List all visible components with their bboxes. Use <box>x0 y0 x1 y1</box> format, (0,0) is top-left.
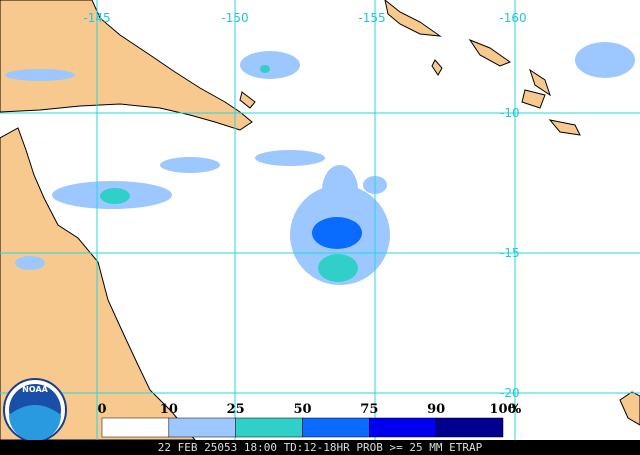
latitude-label: -15 <box>500 246 520 260</box>
footer-text: 22 FEB 25053 18:00 TD:12-18HR PROB >= 25… <box>158 441 483 454</box>
grid-labels: -145 -150 -155 -160 -10 -15 -20 <box>83 11 526 400</box>
legend-swatch <box>101 417 170 438</box>
legend-label: 75 <box>360 402 378 417</box>
footer-bar <box>0 440 640 455</box>
legend-unit: % <box>509 402 522 417</box>
longitude-label: -145 <box>83 11 110 25</box>
legend-swatch <box>302 417 370 438</box>
precip-areas <box>5 42 635 285</box>
legend-label: 100 <box>489 402 516 417</box>
logo-text: NOAA <box>22 385 48 394</box>
longitude-label: -150 <box>221 11 248 25</box>
legend-swatch <box>235 417 303 438</box>
legend-swatch <box>369 417 437 438</box>
legend-label: 0 <box>97 402 106 417</box>
legend-label: 25 <box>227 402 245 417</box>
graticule <box>0 0 640 440</box>
latitude-label: -10 <box>500 106 520 120</box>
longitude-label: -160 <box>499 11 526 25</box>
legend-label: 90 <box>427 402 445 417</box>
legend-label: 50 <box>293 402 311 417</box>
legend-label: 10 <box>160 402 178 417</box>
legend-swatch <box>168 417 236 438</box>
legend: 0 10 25 50 75 90 100% <box>97 402 522 438</box>
longitude-label: -155 <box>358 11 385 25</box>
noaa-logo: NOAA <box>3 378 67 442</box>
legend-swatch <box>435 417 504 438</box>
latitude-label: -20 <box>500 386 520 400</box>
